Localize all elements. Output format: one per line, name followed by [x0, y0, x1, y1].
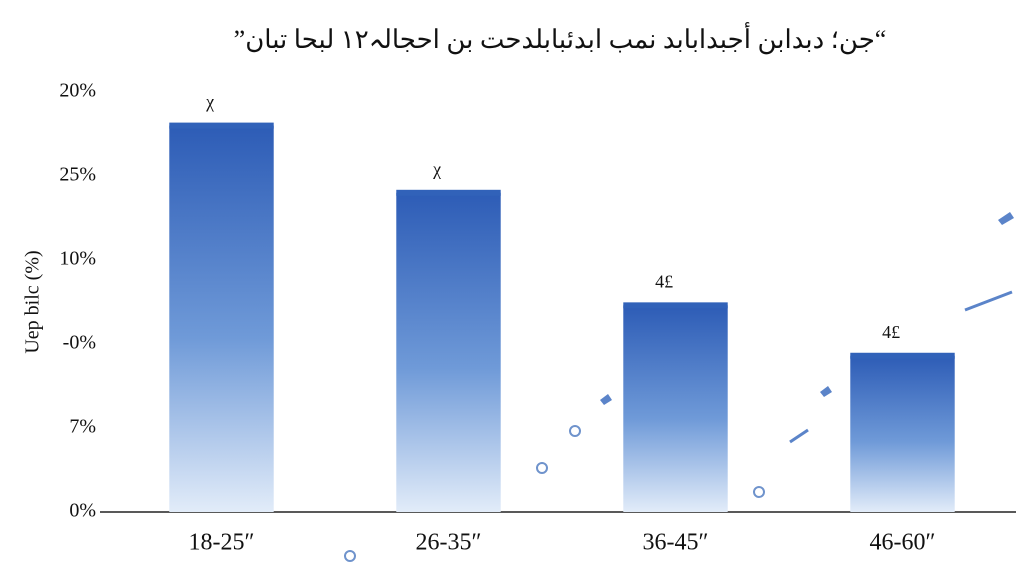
y-tick-label: 0%	[69, 500, 96, 522]
bar-cap	[396, 189, 501, 196]
y-tick-label: -0%	[63, 332, 96, 354]
chart-title: ”جن؛ دبدابن أجبدابابد نمب ابدئبابلدحت بن…	[234, 21, 887, 55]
bar-annotation: 4£	[655, 271, 673, 291]
bar-annotation: χ	[432, 159, 441, 179]
x-tick-label: 26-35″	[416, 530, 482, 556]
x-tick-label: 36-45″	[643, 530, 709, 556]
bar-cap	[850, 352, 955, 359]
y-axis-label: Uep bilc (%)	[22, 250, 44, 353]
y-tick-label: 10%	[59, 248, 96, 270]
bar-annotation: χ	[205, 92, 214, 112]
x-tick-label: 18-25″	[189, 530, 255, 556]
bar	[623, 305, 728, 512]
x-tick-label: 46-60″	[870, 530, 936, 556]
y-tick-label: 20%	[59, 80, 96, 102]
decoration	[344, 212, 1014, 562]
bar	[396, 192, 501, 513]
bar-annotation: 4£	[882, 322, 900, 342]
bar	[169, 125, 274, 512]
y-tick-label: 7%	[69, 416, 96, 438]
bar-cap	[169, 122, 274, 129]
bar	[850, 355, 955, 512]
bar-cap	[623, 302, 728, 309]
y-tick-label: 25%	[59, 164, 96, 186]
